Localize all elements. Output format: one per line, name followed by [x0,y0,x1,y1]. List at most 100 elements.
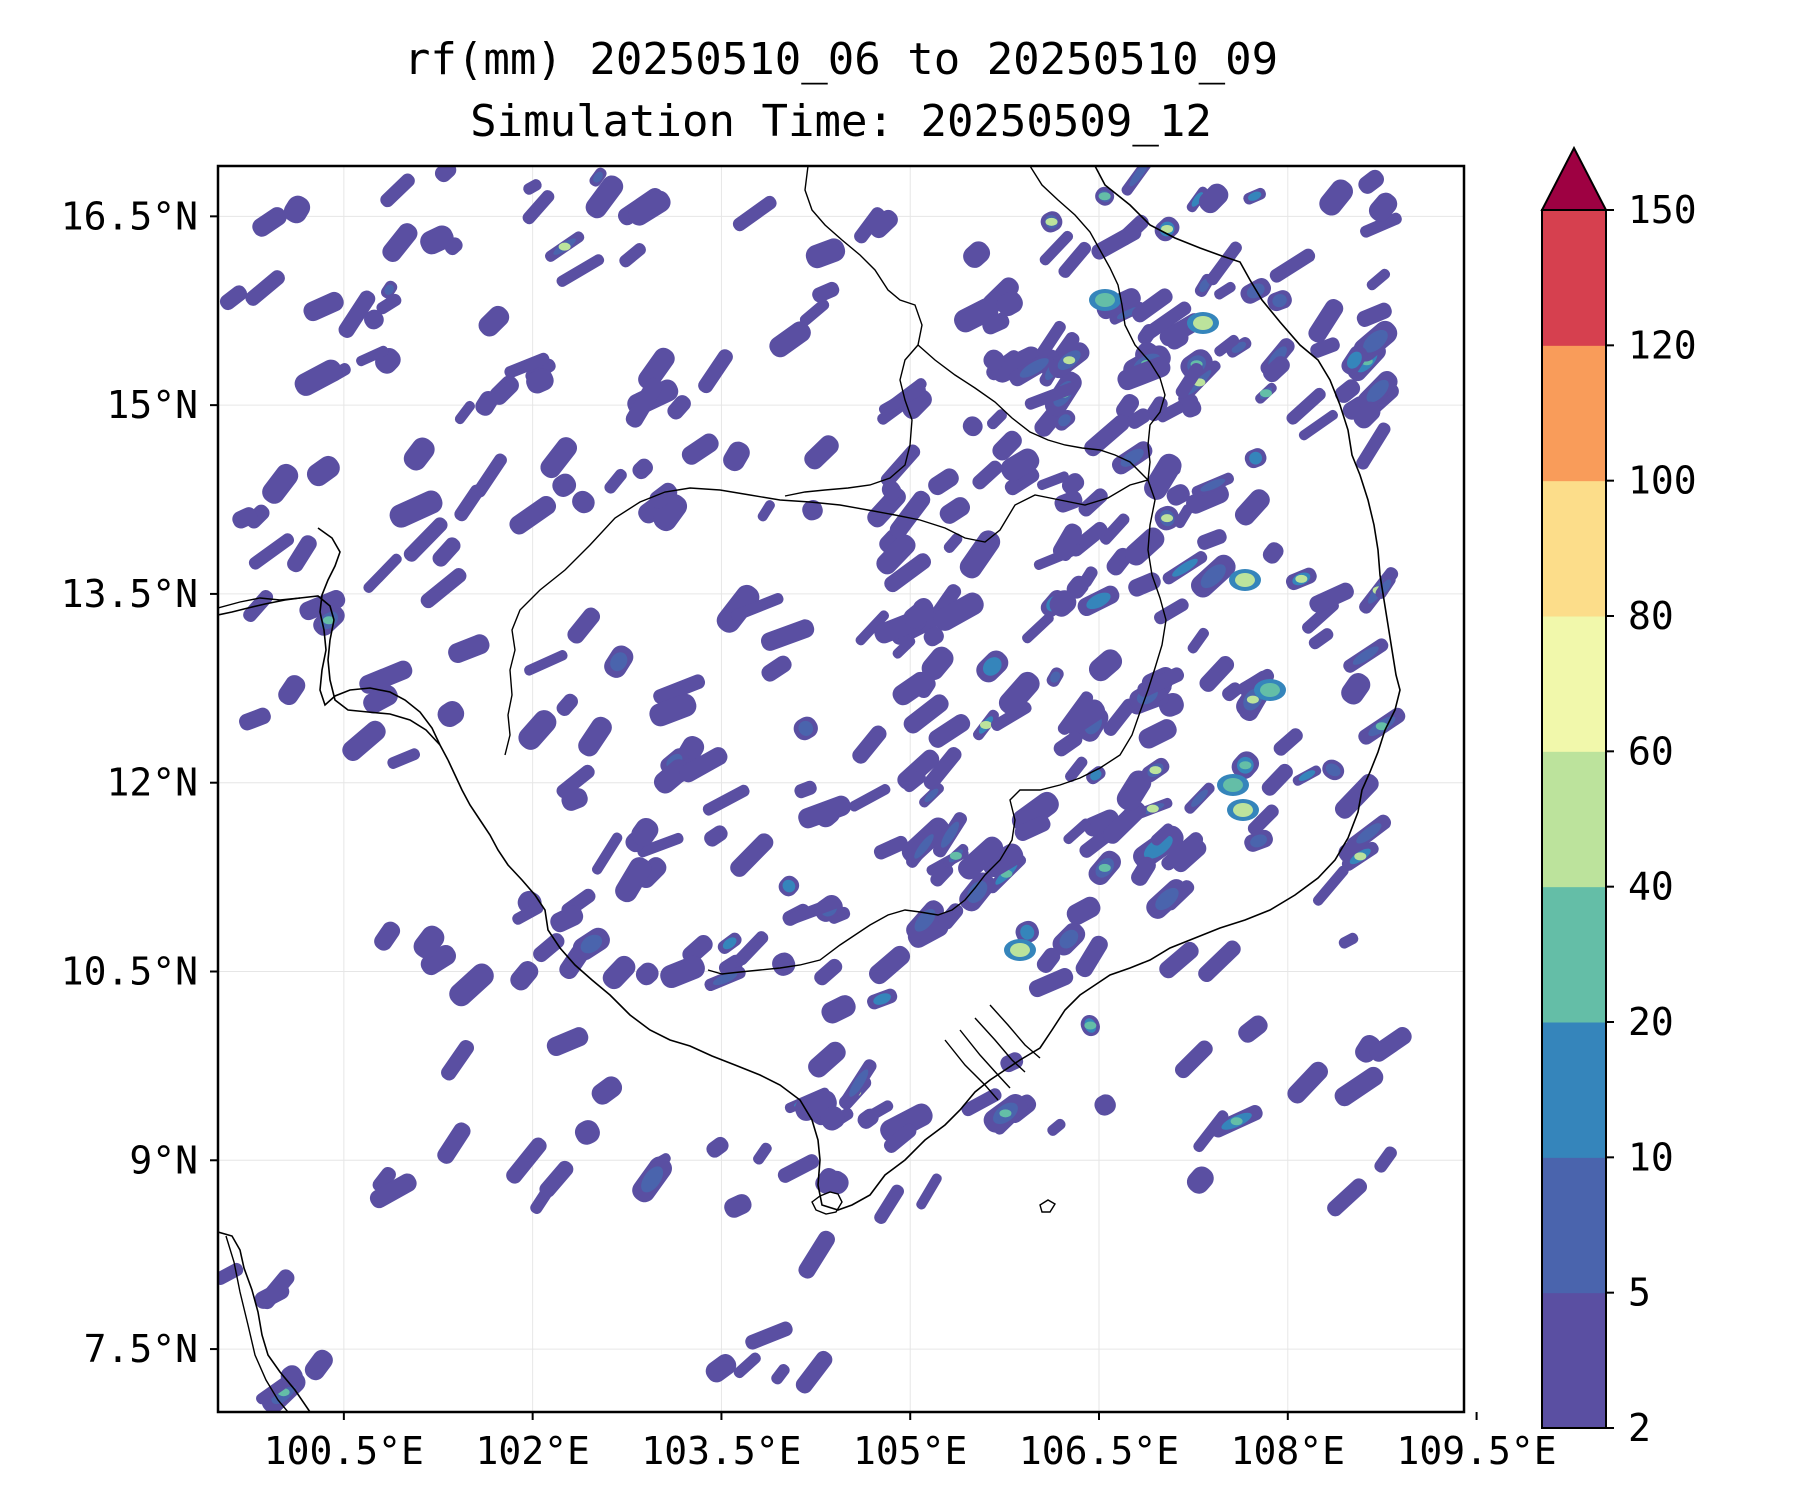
rain-cell [1302,599,1339,634]
rain-cell [1050,671,1061,683]
rain-cell [523,179,542,195]
rain-cell [403,437,435,471]
rain-cell [1049,590,1077,617]
rain-cell [389,490,443,528]
rain-cell [916,1173,942,1210]
rain-cell [881,480,902,501]
rain-cell [473,453,507,498]
rain-cell [788,896,841,925]
rain-cell [1150,823,1174,846]
rain-cell [794,780,817,799]
rain-cell [1020,924,1035,940]
rain-cell [967,880,988,904]
rain-cell [638,347,675,391]
rain-cell [1161,224,1174,233]
rain-core [1095,293,1115,307]
rain-cell [1171,839,1207,873]
rain-cell [959,530,1001,579]
rain-cell [475,391,499,416]
y-tick-label: 13.5°N [61,572,198,616]
rain-cell [712,972,738,986]
rain-cell [303,291,344,322]
island-con-dao [1039,1199,1056,1213]
rain-cell [602,955,636,990]
rain-cell [1131,288,1173,323]
rain-cell [1214,334,1240,357]
rain-cell [1353,401,1381,429]
rain-cell [928,468,959,496]
rain-cell [572,490,595,514]
rain-cell [903,599,934,629]
rain-cell [1325,763,1341,777]
rain-cell [1363,329,1388,353]
rain-cell [1200,478,1226,492]
rain-cell [524,650,568,676]
rain-cell [923,747,962,790]
rain-cell [280,1365,303,1388]
x-tick-label: 105°E [853,1429,967,1473]
rain-cell [972,460,1003,490]
rain-cell [413,925,445,959]
rain-cell [593,171,603,183]
rain-cell [730,833,774,877]
rain-cell [1098,192,1111,201]
rain-cell [556,254,605,287]
rain-cell [356,345,389,367]
rain-cell [1144,453,1182,500]
colorbar-segment [1542,886,1606,1023]
rain-cell [1174,504,1194,529]
rain-cell [420,568,467,609]
rain-cell [338,290,376,338]
colorbar-tick-label: 10 [1628,1135,1674,1179]
rain-cell [522,190,555,225]
rain-cell [1058,414,1071,427]
rain-cell [1356,422,1391,470]
rain-cell [1356,823,1382,844]
rain-cell [1154,598,1189,625]
rain-cell [1022,612,1054,644]
rain-cell [667,395,691,420]
rain-cell [1250,834,1267,848]
colorbar-tick-label: 150 [1628,188,1697,232]
rain-cell [1309,582,1354,613]
rain-cell [732,195,777,232]
rain-cell [578,716,612,757]
rain-cell [1086,592,1111,610]
rain-cell [1259,389,1272,398]
rain-cell [363,553,402,594]
rain-cell [382,223,418,262]
colorbar-tick-label: 100 [1628,459,1697,503]
rain-core [1193,316,1213,330]
rain-cell [873,835,909,860]
rain-cell [1375,722,1388,731]
rain-cell [1181,398,1202,418]
rain-cell [219,285,248,311]
rain-cell [848,784,891,812]
rain-cell [1298,770,1316,782]
rain-cell [530,1176,560,1214]
rain-cell [902,770,926,793]
island-phu-quoc [811,1191,843,1215]
rain-cell [1103,698,1136,736]
rain-cell [854,207,885,244]
colorbar-segment [1542,1292,1606,1429]
rain-cell [883,1123,917,1153]
colorbar-tick-label: 60 [1628,729,1674,773]
rain-cell [1310,337,1340,358]
rain-cell [1234,489,1270,526]
rain-cell [1187,627,1209,654]
rain-cell [679,747,728,783]
rain-cell [866,1100,894,1121]
rain-cell [1036,947,1061,973]
rain-cell [299,590,346,621]
rain-cell [1327,1178,1368,1217]
rain-cell [849,1069,869,1097]
rain-cell [1137,667,1185,697]
rain-cell [820,1106,845,1131]
rain-cell [681,433,719,465]
rain-cell [1059,929,1079,949]
colorbar-extend-arrow [1540,145,1608,211]
chart-title: rf(mm) 20250510_06 to 20250510_09 [403,34,1279,85]
rain-cell [1099,513,1130,545]
rain-cell [437,1122,471,1164]
